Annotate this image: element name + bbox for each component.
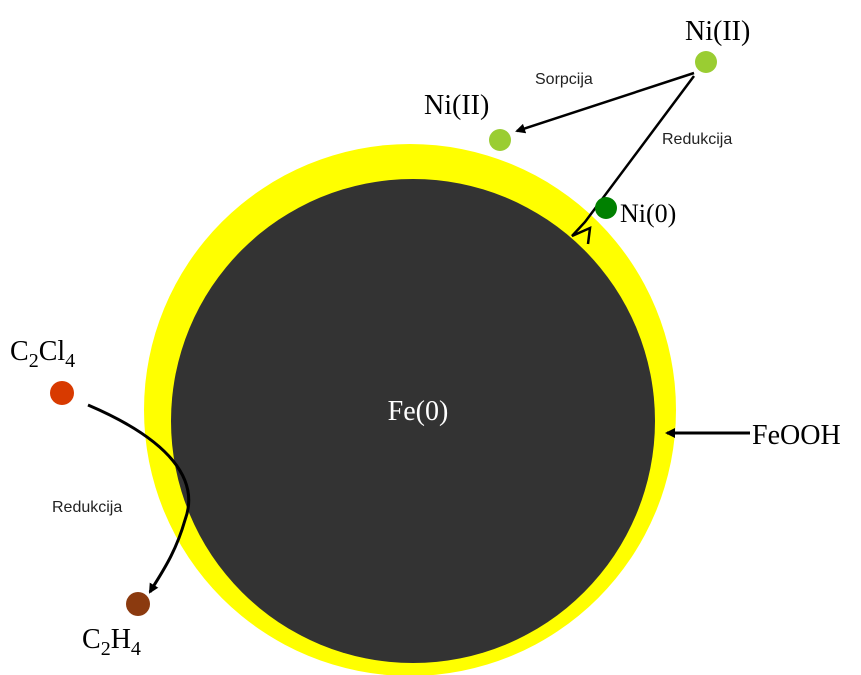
c2cl4-dot xyxy=(50,381,74,405)
formula-subscript: 4 xyxy=(65,350,75,372)
c2h4-label: C2H4 xyxy=(82,624,141,660)
ni-ii-label: Ni(II) xyxy=(685,16,750,47)
c2cl4-label: C2Cl4 xyxy=(10,336,75,372)
shell-label: FeOOH xyxy=(752,420,841,451)
ni-ii-sorbed-label: Ni(II) xyxy=(424,90,489,121)
formula-subscript: 2 xyxy=(29,350,39,372)
diagram: Fe(0) FeOOH Ni(II) Ni(II) Ni(0) Sorpcija… xyxy=(0,0,861,675)
formula-subscript: 4 xyxy=(131,638,141,660)
c2h4-dot xyxy=(126,592,150,616)
sorption-label: Sorpcija xyxy=(535,71,593,88)
formula-subscript: 2 xyxy=(101,638,111,660)
ni-ii-dot xyxy=(695,51,717,73)
ni-0-label: Ni(0) xyxy=(620,199,676,228)
formula-part: C xyxy=(82,624,101,655)
dechlorination-label: Redukcija xyxy=(52,499,122,516)
formula-part: Cl xyxy=(39,336,66,367)
ni-0-dot xyxy=(595,197,617,219)
formula-part: C xyxy=(10,336,29,367)
ni-ii-sorbed-dot xyxy=(489,129,511,151)
formula-part: H xyxy=(111,624,131,655)
core-label: Fe(0) xyxy=(388,396,449,427)
reduction-label: Redukcija xyxy=(662,131,732,148)
